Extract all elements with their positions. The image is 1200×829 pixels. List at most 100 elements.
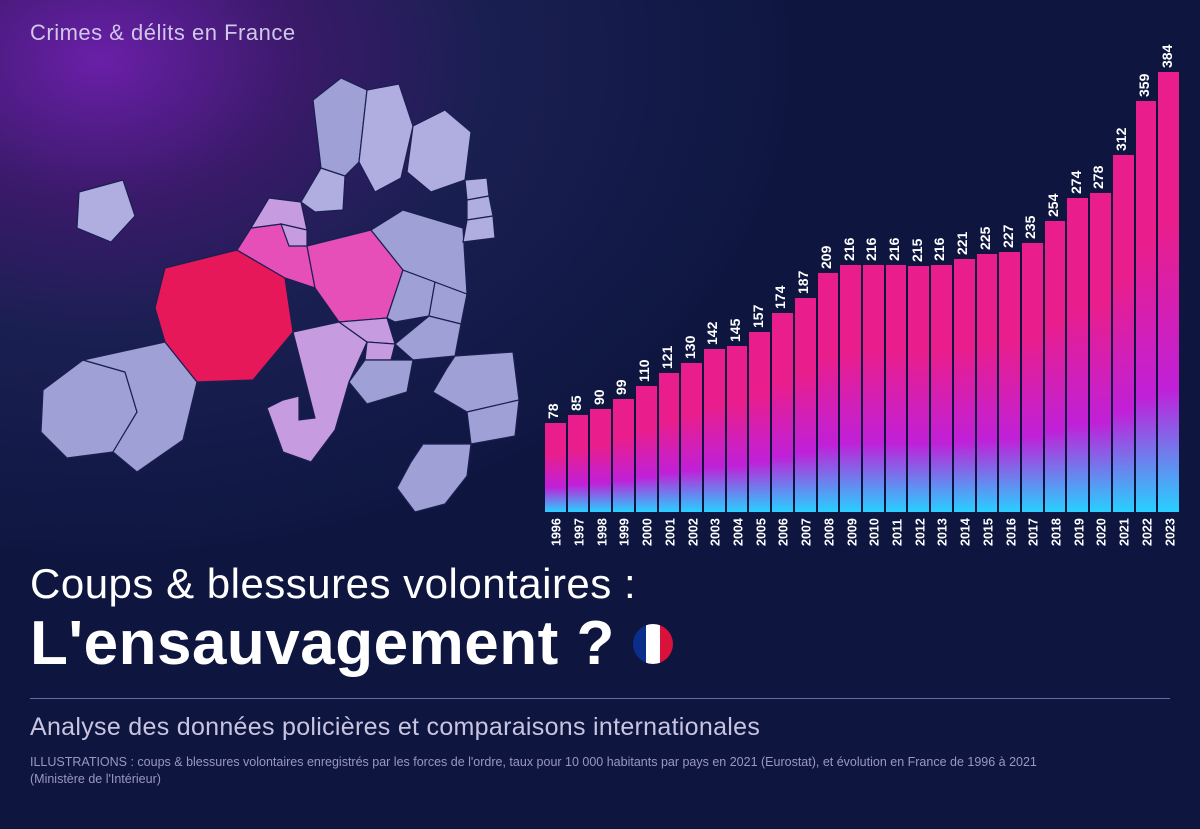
bar-year-label: 1997 (573, 518, 587, 546)
bar: 851997 (568, 415, 589, 512)
bar-year-label: 2022 (1140, 518, 1154, 546)
bar-value-label: 90 (591, 389, 607, 405)
bar-year-label: 2023 (1163, 518, 1177, 546)
bar: 991999 (613, 399, 634, 512)
bar-value-label: 384 (1159, 45, 1175, 68)
subtitle: Analyse des données policières et compar… (30, 713, 1170, 742)
bar-value-label: 209 (818, 245, 834, 268)
europe-map (15, 60, 535, 530)
bar: 2252015 (977, 254, 998, 512)
bar-year-label: 1996 (550, 518, 564, 546)
bar: 3122021 (1113, 155, 1134, 513)
title-line-2: L'ensauvagement ? (30, 610, 1170, 678)
country-denmark (301, 168, 345, 212)
bar-value-label: 99 (613, 379, 629, 395)
country-greece (397, 444, 471, 512)
country-finland (407, 110, 471, 192)
country-sweden (359, 84, 413, 192)
bar-year-label: 2003 (709, 518, 723, 546)
bar-year-label: 2007 (800, 518, 814, 546)
bar-year-label: 2012 (913, 518, 927, 546)
bar-value-label: 157 (750, 305, 766, 328)
title-line-2-text: L'ensauvagement ? (30, 610, 615, 678)
bar: 1422003 (704, 349, 725, 512)
bar: 2782020 (1090, 193, 1111, 512)
bar-year-label: 2008 (822, 518, 836, 546)
bar-value-label: 187 (795, 270, 811, 293)
bar-value-label: 359 (1136, 73, 1152, 96)
bar-value-label: 216 (931, 237, 947, 260)
bar: 1572005 (749, 332, 770, 512)
bar-year-label: 2005 (754, 518, 768, 546)
bar-year-label: 2011 (891, 519, 905, 546)
bar-year-label: 2006 (777, 518, 791, 546)
bar-year-label: 2021 (1118, 518, 1132, 546)
bar: 901998 (590, 409, 611, 512)
bar-value-label: 215 (909, 238, 925, 261)
bar-value-label: 78 (545, 403, 561, 419)
bar-value-label: 278 (1090, 166, 1106, 189)
bar-value-label: 174 (772, 285, 788, 308)
bar: 1742006 (772, 313, 793, 512)
bar-year-label: 2020 (1095, 518, 1109, 546)
bar-value-label: 121 (659, 346, 675, 369)
country-slovenia (365, 342, 395, 360)
france-flag-icon (633, 624, 673, 664)
bar-value-label: 227 (1000, 225, 1016, 248)
bar-year-label: 2017 (1027, 518, 1041, 546)
bar-value-label: 312 (1113, 127, 1129, 150)
bar: 1452004 (727, 346, 748, 512)
country-croatia (349, 360, 413, 404)
bar-year-label: 2009 (845, 518, 859, 546)
country-ireland (77, 180, 135, 242)
bar-value-label: 145 (727, 319, 743, 342)
bar: 2212014 (954, 259, 975, 512)
bar-value-label: 221 (954, 231, 970, 254)
bar-year-label: 2015 (981, 518, 995, 546)
bar-year-label: 2019 (1072, 518, 1086, 546)
bar: 2162013 (931, 265, 952, 513)
bar: 3592022 (1136, 101, 1157, 512)
bar-year-label: 2000 (641, 518, 655, 546)
bar: 3842023 (1158, 72, 1179, 512)
country-lithuania (463, 216, 495, 242)
title-line-1: Coups & blessures volontaires : (30, 560, 1170, 608)
bar-year-label: 2018 (1050, 518, 1064, 546)
bar: 2162010 (863, 265, 884, 513)
bar: 1872007 (795, 298, 816, 512)
caption: ILLUSTRATIONS : coups & blessures volont… (30, 754, 1080, 788)
bar-value-label: 254 (1045, 194, 1061, 217)
bar: 2162009 (840, 265, 861, 513)
bar-year-label: 2013 (936, 518, 950, 546)
bar-chart: 7819968519979019989919991102000121200113… (545, 30, 1185, 540)
bar: 2152012 (908, 266, 929, 512)
bar-value-label: 216 (863, 237, 879, 260)
bar-value-label: 110 (636, 359, 652, 382)
bar-year-label: 1999 (618, 518, 632, 546)
bar-value-label: 85 (568, 395, 584, 411)
bar: 2542018 (1045, 221, 1066, 512)
bar: 2352017 (1022, 243, 1043, 512)
header-tag: Crimes & délits en France (30, 20, 296, 46)
bar-year-label: 2010 (868, 518, 882, 546)
bar: 2742019 (1067, 198, 1088, 512)
bar: 2162011 (886, 265, 907, 513)
bar-year-label: 2014 (959, 518, 973, 546)
bar: 1102000 (636, 386, 657, 512)
bar-year-label: 2002 (686, 518, 700, 546)
bar-year-label: 2004 (732, 518, 746, 546)
country-hungary (395, 316, 461, 360)
bar-value-label: 274 (1068, 171, 1084, 194)
divider (30, 698, 1170, 699)
bar-value-label: 235 (1022, 215, 1038, 238)
bar: 2092008 (818, 273, 839, 512)
bar-value-label: 216 (886, 237, 902, 260)
bar-year-label: 2016 (1004, 518, 1018, 546)
bar-value-label: 225 (977, 227, 993, 250)
bar-value-label: 216 (841, 237, 857, 260)
bar: 781996 (545, 423, 566, 512)
bar: 1212001 (659, 373, 680, 512)
bar: 2272016 (999, 252, 1020, 512)
bar: 1302002 (681, 363, 702, 512)
bar-value-label: 130 (682, 336, 698, 359)
